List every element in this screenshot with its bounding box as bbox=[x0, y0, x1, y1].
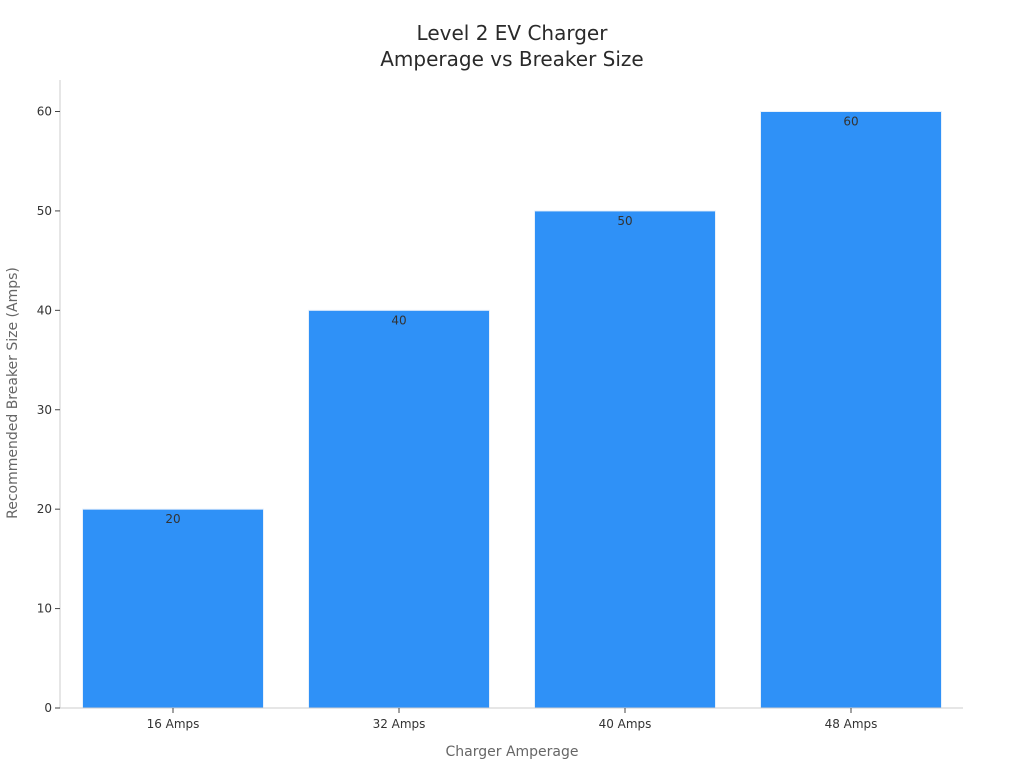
y-axis-title: Recommended Breaker Size (Amps) bbox=[5, 267, 21, 519]
y-tick-label-40: 40 bbox=[37, 303, 52, 317]
y-tick-label-20: 20 bbox=[37, 502, 52, 516]
data-label-4: 60 bbox=[843, 115, 858, 129]
bar-1 bbox=[82, 508, 264, 709]
x-axis-title: Charger Amperage bbox=[446, 744, 579, 760]
data-labels-group: 20 40 50 60 bbox=[165, 115, 858, 527]
x-tick-label-1: 16 Amps bbox=[147, 717, 200, 731]
x-tick-label-4: 48 Amps bbox=[825, 717, 878, 731]
bars-group bbox=[82, 111, 942, 709]
y-axis: 0 10 20 30 40 50 60 bbox=[37, 80, 61, 715]
data-label-1: 20 bbox=[165, 512, 180, 526]
chart-title-line-2: Amperage vs Breaker Size bbox=[380, 47, 644, 71]
data-label-3: 50 bbox=[617, 214, 632, 228]
y-tick-label-0: 0 bbox=[44, 701, 52, 715]
x-axis: 16 Amps 32 Amps 40 Amps 48 Amps bbox=[60, 707, 963, 731]
data-label-2: 40 bbox=[391, 313, 406, 327]
bar-2 bbox=[308, 309, 490, 709]
bar-3 bbox=[534, 210, 716, 709]
y-tick-label-10: 10 bbox=[37, 602, 52, 616]
bar-4 bbox=[760, 111, 942, 709]
y-tick-label-30: 30 bbox=[37, 403, 52, 417]
x-tick-label-2: 32 Amps bbox=[373, 717, 426, 731]
y-tick-label-60: 60 bbox=[37, 105, 52, 119]
chart-title-line-1: Level 2 EV Charger bbox=[416, 21, 608, 45]
x-tick-label-3: 40 Amps bbox=[599, 717, 652, 731]
y-tick-label-50: 50 bbox=[37, 204, 52, 218]
